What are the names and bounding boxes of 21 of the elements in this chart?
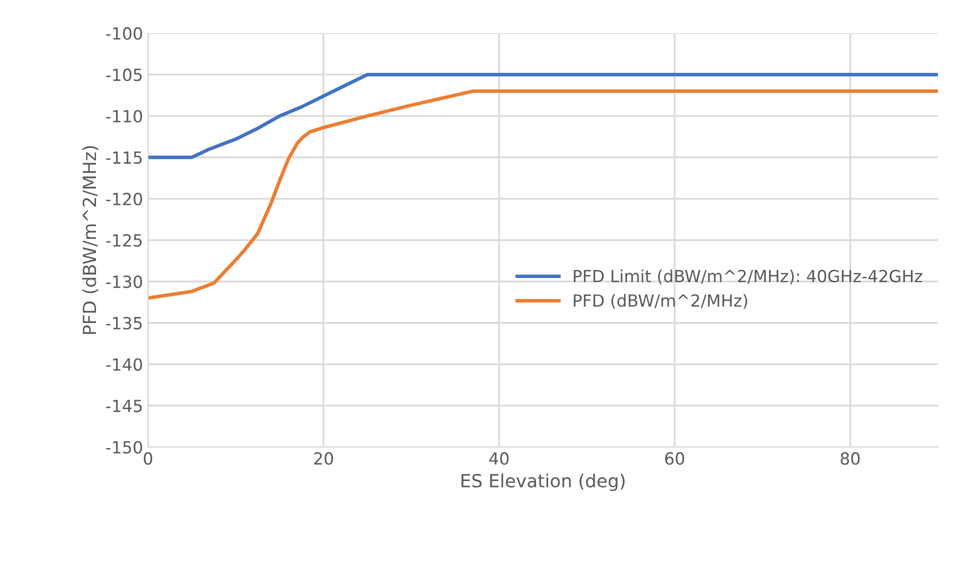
- y-tick-label: -100: [106, 27, 142, 40]
- x-axis-title: ES Elevation (deg): [462, 474, 625, 492]
- y-tick-label: -135: [106, 316, 142, 330]
- y-tick-label: -110: [106, 110, 142, 123]
- x-tick-label: 20: [314, 452, 334, 465]
- x-tick-label: 60: [665, 452, 684, 465]
- legend-label: PFD Limit (dBW/m^2/MHz): 40GHz-42GHz: [574, 269, 922, 284]
- x-tick-label: 0: [144, 452, 152, 465]
- y-tick-label: -145: [106, 400, 142, 412]
- y-tick-label: -125: [106, 234, 142, 247]
- y-tick-label: -130: [106, 275, 142, 288]
- y-tick-label: -115: [106, 152, 142, 164]
- x-tick-label: 40: [489, 452, 509, 465]
- legend-label: PFD (dBW/m^2/MHz): [574, 294, 748, 309]
- y-tick-label: -140: [106, 358, 142, 371]
- y-tick-label: -120: [106, 192, 142, 206]
- line-series: [148, 72, 938, 160]
- y-tick-label: -105: [106, 68, 142, 82]
- y-tick-label: -150: [106, 440, 142, 454]
- x-tick-label: 80: [840, 452, 860, 465]
- y-axis-title: PFD (dBW/m^2/MHz): [82, 146, 98, 334]
